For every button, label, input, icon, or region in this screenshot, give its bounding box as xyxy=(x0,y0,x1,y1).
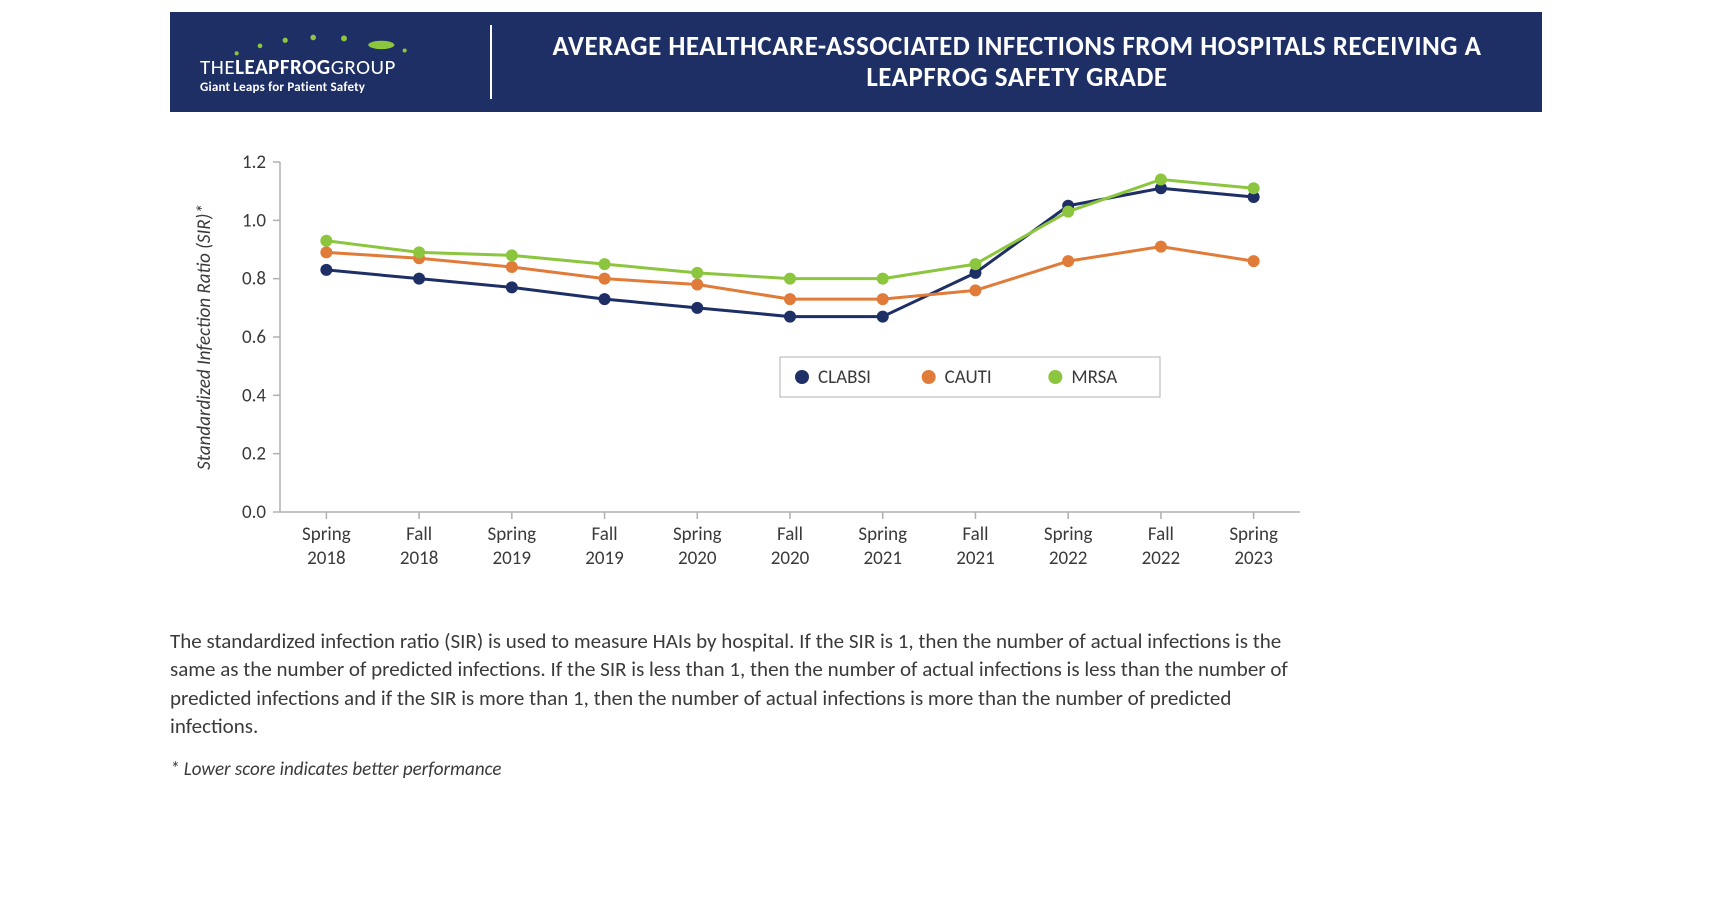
logo-tagline: Giant Leaps for Patient Safety xyxy=(200,80,460,95)
svg-text:2021: 2021 xyxy=(863,547,902,570)
banner-title: AVERAGE HEALTHCARE-ASSOCIATED INFECTIONS… xyxy=(522,31,1512,93)
svg-text:Fall: Fall xyxy=(592,523,618,546)
logo: THELEAPFROGGROUP Giant Leaps for Patient… xyxy=(200,30,460,95)
svg-text:Fall: Fall xyxy=(1148,523,1174,546)
svg-text:Spring: Spring xyxy=(1044,523,1093,546)
logo-word-leapfrog: LEAPFROG xyxy=(235,54,331,80)
banner-divider xyxy=(490,25,492,99)
svg-text:Spring: Spring xyxy=(1229,523,1278,546)
svg-text:2020: 2020 xyxy=(678,547,717,570)
svg-text:2019: 2019 xyxy=(493,547,532,570)
svg-text:CAUTI: CAUTI xyxy=(945,366,992,389)
svg-text:2019: 2019 xyxy=(585,547,624,570)
svg-text:Spring: Spring xyxy=(302,523,351,546)
svg-text:0.6: 0.6 xyxy=(242,326,266,349)
line-chart: 0.00.20.40.60.81.01.2Spring2018Fall2018S… xyxy=(170,152,1310,592)
chart-footnote: * Lower score indicates better performan… xyxy=(170,758,1542,781)
svg-text:Spring: Spring xyxy=(673,523,722,546)
svg-text:MRSA: MRSA xyxy=(1071,366,1117,389)
svg-text:Standardized Infection Ratio (: Standardized Infection Ratio (SIR)* xyxy=(193,204,216,470)
svg-text:0.8: 0.8 xyxy=(242,268,266,291)
svg-text:2022: 2022 xyxy=(1049,547,1088,570)
svg-text:0.0: 0.0 xyxy=(242,501,266,524)
svg-text:Spring: Spring xyxy=(488,523,537,546)
svg-text:2018: 2018 xyxy=(307,547,346,570)
chart-container: 0.00.20.40.60.81.01.2Spring2018Fall2018S… xyxy=(170,152,1542,597)
svg-text:2018: 2018 xyxy=(400,547,439,570)
svg-text:0.2: 0.2 xyxy=(242,443,266,466)
svg-text:2021: 2021 xyxy=(956,547,995,570)
chart-description: The standardized infection ratio (SIR) i… xyxy=(170,627,1290,740)
svg-text:Fall: Fall xyxy=(406,523,432,546)
svg-text:Fall: Fall xyxy=(777,523,803,546)
header-banner: THELEAPFROGGROUP Giant Leaps for Patient… xyxy=(170,12,1542,112)
logo-word-group: GROUP xyxy=(331,54,396,80)
svg-text:1.0: 1.0 xyxy=(242,209,266,232)
svg-text:Spring: Spring xyxy=(858,523,907,546)
logo-text: THELEAPFROGGROUP xyxy=(200,54,460,80)
svg-text:2023: 2023 xyxy=(1234,547,1273,570)
svg-text:0.4: 0.4 xyxy=(242,384,266,407)
svg-text:CLABSI: CLABSI xyxy=(818,366,871,389)
svg-text:Fall: Fall xyxy=(962,523,988,546)
svg-text:2022: 2022 xyxy=(1142,547,1181,570)
svg-text:1.2: 1.2 xyxy=(242,152,266,174)
svg-text:2020: 2020 xyxy=(771,547,810,570)
logo-word-the: THE xyxy=(200,54,235,80)
